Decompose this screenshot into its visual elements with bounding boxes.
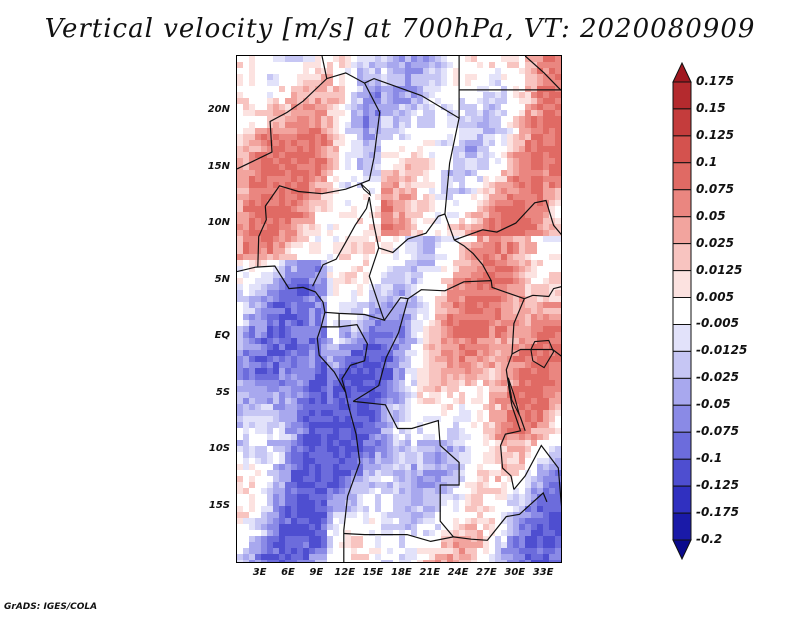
border-line <box>453 491 548 541</box>
lon-tick-label: 3E <box>252 567 267 578</box>
colorbar-label: -0.125 <box>696 478 739 493</box>
map-panel <box>236 55 562 563</box>
colorbar-segment <box>672 350 692 379</box>
colorbar-segment <box>672 485 692 514</box>
lon-tick-label: 27E <box>476 567 497 578</box>
lat-tick-label: 5N <box>214 273 230 285</box>
colorbar-label: 0.005 <box>696 289 734 304</box>
lon-tick-label: 6E <box>281 567 295 578</box>
colorbar-label: 0.05 <box>696 208 726 223</box>
colorbar-label: 0.15 <box>696 100 726 115</box>
colorbar-label: -0.1 <box>696 451 723 466</box>
border-line <box>454 199 561 241</box>
lon-tick-label: 21E <box>419 567 441 578</box>
colorbar-label: -0.025 <box>696 370 739 385</box>
country-borders <box>237 56 561 562</box>
lat-tick-label: 10S <box>208 443 230 455</box>
lake-outline <box>507 377 526 431</box>
lat-tick-label: 10N <box>207 217 230 229</box>
lon-tick-label: 15E <box>362 567 384 578</box>
lat-tick-label: 20N <box>207 104 230 116</box>
colorbar-segment <box>672 270 692 298</box>
lon-tick-label: 24E <box>447 567 469 578</box>
border-line <box>312 196 370 287</box>
border-line <box>321 56 328 79</box>
border-line <box>237 265 361 562</box>
colorbar-segment <box>672 324 692 352</box>
border-line <box>524 56 561 92</box>
border-line <box>524 286 561 300</box>
colorbar-segment <box>672 108 692 137</box>
colorbar-segment <box>672 431 692 460</box>
colorbar-label: -0.075 <box>696 424 739 439</box>
border-line <box>264 183 362 207</box>
lon-tick-label: 33E <box>532 567 554 578</box>
colorbar-label: -0.005 <box>696 316 739 331</box>
colorbar-segment <box>672 404 692 433</box>
colorbar-top-arrow <box>672 62 692 83</box>
border-line <box>360 82 381 185</box>
lon-tick-label: 9E <box>309 567 324 578</box>
border-line <box>499 298 525 490</box>
colorbar <box>672 62 692 560</box>
border-line <box>339 324 369 393</box>
lon-tick-label: 18E <box>390 567 412 578</box>
shaded-field <box>237 56 561 562</box>
lat-tick-label: EQ <box>214 330 230 342</box>
border-line <box>407 279 525 300</box>
border-line <box>511 348 561 357</box>
lat-tick-label: 5S <box>215 386 230 398</box>
lon-tick-label: 30E <box>504 567 526 578</box>
colorbar-segment <box>672 189 692 218</box>
colorbar-label: 0.075 <box>696 181 734 196</box>
software-credit: GrADS: IGES/COLA <box>4 602 98 612</box>
border-line <box>257 206 267 268</box>
colorbar-label: 0.0125 <box>696 262 743 277</box>
border-line <box>513 444 561 507</box>
colorbar-segment <box>672 512 692 541</box>
colorbar-label: -0.05 <box>696 397 731 412</box>
colorbar-segment <box>672 162 692 191</box>
colorbar-segment <box>672 216 692 245</box>
border-line <box>444 213 492 281</box>
colorbar-segment <box>672 243 692 272</box>
map-canvas <box>237 56 561 562</box>
colorbar-label: 0.125 <box>696 127 734 142</box>
colorbar-label: 0.175 <box>696 74 734 88</box>
colorbar-label: -0.2 <box>696 532 723 546</box>
lat-tick-label: 15N <box>207 160 230 172</box>
colorbar-label: 0.1 <box>696 154 718 169</box>
chart-title: Vertical velocity [m/s] at 700hPa, VT: 2… <box>44 14 756 44</box>
colorbar-segment <box>672 458 692 487</box>
colorbar-label: -0.175 <box>696 505 739 520</box>
border-line <box>343 400 460 543</box>
lake-outline <box>530 339 555 369</box>
lon-tick-label: 12E <box>334 567 356 578</box>
border-line <box>368 117 460 254</box>
colorbar-segment <box>672 135 692 164</box>
colorbar-segment <box>672 81 692 110</box>
colorbar-label: -0.0125 <box>696 343 748 358</box>
lake-outline <box>360 183 372 197</box>
border-line <box>352 296 409 402</box>
colorbar-bottom-arrow <box>672 539 692 560</box>
colorbar-label: 0.025 <box>696 235 734 250</box>
colorbar-segment <box>672 297 692 325</box>
lat-tick-label: 15S <box>208 499 230 511</box>
colorbar-segment <box>672 377 692 406</box>
